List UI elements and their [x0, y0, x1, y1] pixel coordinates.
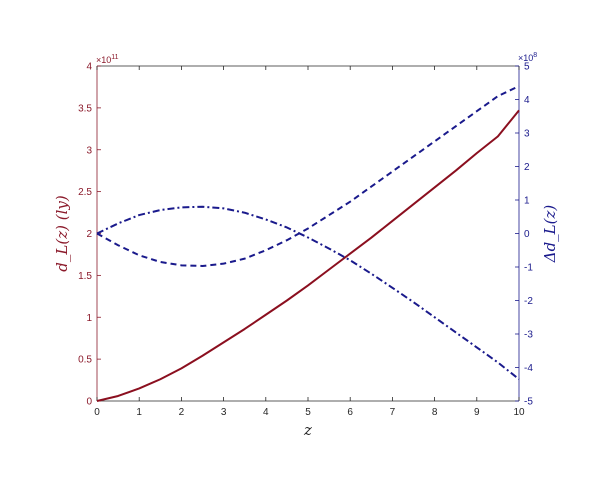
x-axis-label: z [303, 421, 312, 439]
y-right-tick-label: 4 [524, 95, 530, 106]
y-left-tick-label: 3.5 [78, 103, 92, 114]
x-tick-label: 3 [221, 407, 227, 418]
y-left-exponent-label: ×1011 [96, 54, 119, 65]
y-left-tick-label: 2 [86, 229, 92, 240]
y-left-axis-label: d_L(z) (ly) [53, 195, 71, 272]
y-right-tick-label: -4 [524, 363, 533, 374]
x-tick-label: 5 [305, 407, 311, 418]
series-line-right-dashdot [96, 205, 520, 381]
y-right-tick-label: 2 [524, 162, 530, 173]
series-line-left-solid [96, 109, 520, 402]
x-tick-label: 6 [347, 407, 353, 418]
y-left-tick-label: 2.5 [78, 187, 92, 198]
y-left-tick-label: 0.5 [78, 355, 92, 366]
x-tick-label: 1 [136, 407, 142, 418]
y-right-tick-label: -5 [524, 397, 533, 408]
x-tick-label: 8 [432, 407, 438, 418]
y-right-tick-label: 0 [524, 229, 530, 240]
y-right-exponent-label: ×108 [518, 52, 537, 63]
chart-axes-layer [96, 65, 520, 402]
y-right-tick-label: 5 [524, 62, 530, 73]
y-right-tick-label: 1 [524, 196, 530, 207]
y-right-tick-label: -2 [524, 296, 533, 307]
y-right-tick-label: -1 [524, 263, 533, 274]
y-right-axis-label: Δd_L(z) [541, 205, 559, 264]
y-left-tick-label: 1 [86, 313, 92, 324]
y-left-tick-label: 0 [86, 397, 92, 408]
y-left-tick-label: 3 [86, 145, 92, 156]
y-right-tick-label: 3 [524, 129, 530, 140]
x-tick-label: 9 [474, 407, 480, 418]
x-tick-label: 2 [179, 407, 185, 418]
y-right-tick-label: -3 [524, 330, 533, 341]
x-tick-label: 7 [390, 407, 396, 418]
chart-labels-layer: 0 1 2 3 4 5 6 7 8 9 10 0 0.5 1 1.5 2 2.5 3 3.5 4 -5 -4 -3 -2 -1 0… [53, 52, 559, 439]
y-left-tick-label: 4 [86, 62, 92, 73]
x-tick-label: 0 [94, 407, 100, 418]
y-left-tick-label: 1.5 [78, 271, 92, 282]
x-tick-label: 10 [513, 407, 525, 418]
x-tick-label: 4 [263, 407, 269, 418]
series-line-right-dashed [96, 85, 520, 267]
chart-series-layer [96, 85, 520, 402]
